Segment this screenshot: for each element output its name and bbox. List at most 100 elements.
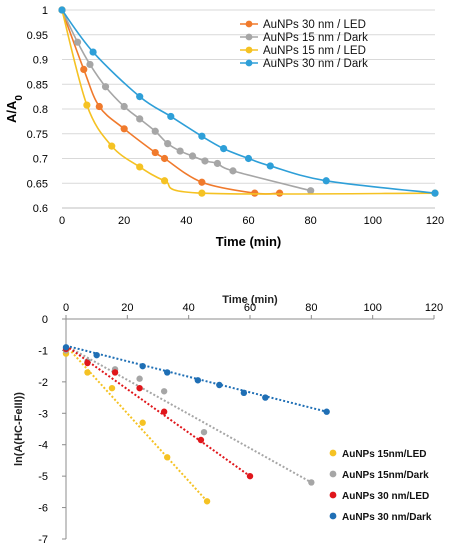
y-tick-label: 1 [42,5,48,17]
data-point [84,369,91,376]
data-point [93,351,100,359]
data-point [198,132,206,140]
legend-label: AuNPs 15 nm / LED [263,45,366,57]
data-point [108,142,116,150]
data-point [160,177,169,185]
data-point [176,147,184,155]
trend-line [65,344,251,477]
legend-marker [329,470,337,478]
y-tick-label: 0.85 [27,79,48,91]
y-tick-label: 0.9 [33,55,48,67]
data-point [307,187,315,195]
data-point [89,48,97,56]
y-tick-label: 0 [42,314,48,326]
chart-bottom: 0 20 40 60 80 100 120 0 -1 -2 -3 -4 -5 -6 -7 Time (min)… [13,294,443,546]
data-point [160,388,168,395]
data-point [151,127,159,135]
legend-label: AuNPs 30 nm/Dark [342,512,432,523]
x-tick-label: 0 [59,215,65,227]
data-point [139,362,146,370]
data-point [136,375,143,382]
data-point [101,83,110,91]
y-tick-label: -4 [38,440,48,452]
data-point [83,101,91,109]
y-tick-label: -6 [38,503,48,515]
data-point [151,148,159,157]
y-axis-label: A/A0 [4,95,25,123]
y-tick-label: -1 [38,345,48,357]
trend-line [65,345,208,502]
data-point [120,125,128,133]
data-point [200,428,208,436]
series-line [61,9,436,194]
data-point [188,152,197,160]
y-tick-label: -7 [38,534,48,546]
legend-label: AuNPs 15nm/Dark [342,470,429,481]
data-point [80,65,88,73]
data-point [308,479,315,486]
y-tick-label: 0.6 [33,203,48,215]
chart-top: 0.6 0.65 0.7 0.75 0.8 0.85 0.9 0.95 1 0 20 40 60 80 10… [4,5,444,249]
data-point [164,140,172,148]
data-point [194,377,202,384]
data-point [62,344,70,351]
legend-label: AuNPs 30 nm / Dark [263,58,368,70]
data-point [198,189,206,197]
y-tick-label: -3 [38,408,48,420]
data-point [198,178,206,186]
data-point [160,408,168,415]
x-tick-label: 100 [363,302,381,314]
x-axis-label: Time (min) [222,294,278,306]
legend-marker [245,20,253,28]
data-point [136,115,144,123]
data-point [197,436,205,444]
legend-label: AuNPs 30 nm/LED [342,491,429,502]
legend-label: AuNPs 15nm/LED [342,449,426,460]
x-tick-label: 40 [183,302,195,314]
x-tick-label: 40 [180,215,192,227]
data-point [262,394,269,401]
x-tick-label: 80 [305,302,317,314]
x-tick-label: 100 [364,215,382,227]
legend-label: AuNPs 30 nm / LED [263,19,366,31]
data-point [240,389,248,397]
x-tick-label: 60 [244,302,256,314]
data-point [201,157,209,165]
data-point [167,112,175,121]
y-tick-label: 0.8 [33,104,48,116]
legend-marker [245,59,253,67]
data-point [275,189,284,197]
legend-label: AuNPs 15 nm / Dark [263,32,368,44]
x-tick-label: 60 [242,215,254,227]
data-point [136,384,143,392]
data-point [136,163,144,171]
x-tick-label: 80 [305,215,317,227]
data-point [251,189,259,197]
y-tick-label: 0.7 [33,154,48,166]
x-axis-label: Time (min) [216,234,282,249]
data-point [164,369,171,376]
legend-marker [245,33,253,41]
data-point [160,154,169,163]
data-point [216,381,223,389]
data-point [136,93,144,101]
legend-marker [329,512,337,520]
data-point [164,454,171,461]
x-tick-label: 20 [121,302,133,314]
legend-marker [329,491,337,499]
data-point [246,472,254,480]
data-point [431,189,439,197]
y-tick-label: -5 [38,471,48,483]
trend-line [65,344,312,484]
data-point [120,102,128,111]
data-point [229,167,237,175]
data-point [266,162,274,170]
x-tick-label: 0 [63,302,69,314]
x-tick-label: 120 [425,302,443,314]
data-point [95,102,103,111]
data-point [244,154,253,163]
data-point [58,6,66,14]
legend-marker [329,449,337,457]
y-tick-label: 0.75 [27,129,48,141]
legend-marker [245,46,253,54]
